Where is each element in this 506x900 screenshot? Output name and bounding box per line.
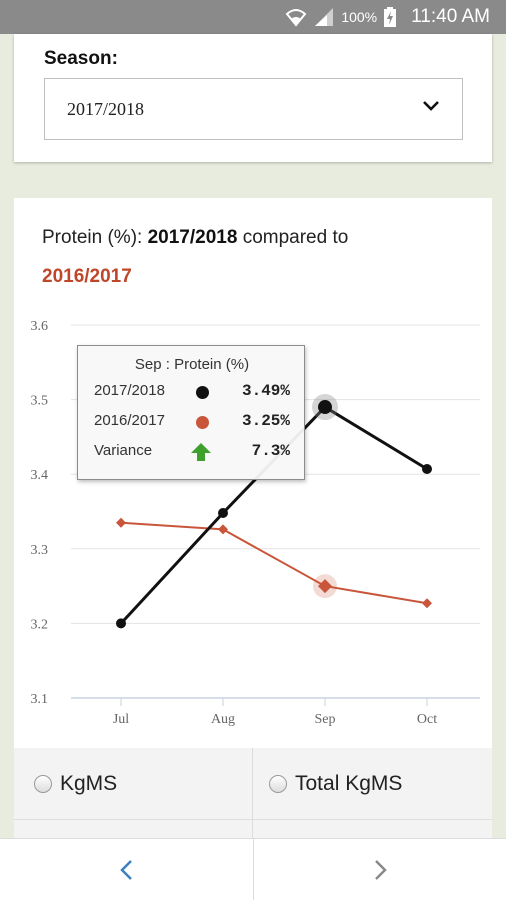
wifi-icon: [285, 9, 307, 27]
y-tick-label: 3.5: [31, 394, 49, 409]
chart-title-current: 2017/2018: [147, 227, 238, 248]
x-tick-label: Jul: [113, 712, 129, 727]
y-tick-label: 3.2: [31, 617, 49, 632]
x-tick-label: Aug: [211, 712, 235, 727]
x-tick-label: Oct: [417, 712, 437, 727]
arrow-up-icon: [191, 443, 211, 461]
x-tick-label: Sep: [315, 712, 336, 727]
data-point-current: [218, 507, 228, 518]
tooltip-row-label: 2017/2018: [94, 382, 165, 399]
next-button[interactable]: [253, 839, 506, 900]
tooltip-row-variance: Variance 7.3%: [94, 442, 290, 464]
chevron-right-icon: [374, 860, 387, 880]
season-label: Season:: [44, 48, 118, 69]
protein-line-chart[interactable]: 3.1 3.2 3.3 3.4 3.5 3.6 Jul Aug Sep Oct: [14, 198, 492, 748]
divider: [252, 748, 253, 840]
data-point-current: [318, 400, 332, 415]
y-tick-label: 3.6: [31, 319, 49, 334]
previous-button[interactable]: [0, 839, 253, 900]
battery-charging-icon: [384, 7, 397, 27]
tooltip-row-value: 3.49%: [241, 382, 290, 400]
battery-percent: 100%: [341, 9, 378, 25]
tooltip-row-compare: 2016/2017 3.25%: [94, 412, 290, 434]
tooltip-row-current: 2017/2018 3.49%: [94, 382, 290, 404]
tooltip-row-value: 3.25%: [241, 412, 290, 430]
y-tick-label: 3.3: [31, 543, 49, 558]
season-selected-value: 2017/2018: [67, 98, 145, 119]
metric-options: KgMS Total KgMS: [14, 748, 492, 840]
chart-card: Protein (%): 2017/2018 compared to 2016/…: [14, 198, 492, 748]
radio-button-icon[interactable]: [269, 774, 287, 793]
chart-title-middle: compared to: [237, 227, 349, 248]
option-total-kgms[interactable]: Total KgMS: [253, 748, 492, 820]
season-dropdown[interactable]: 2017/2018: [44, 78, 463, 140]
clock: 11:40 AM: [411, 6, 490, 27]
chevron-left-icon: [119, 860, 132, 880]
tooltip-row-value: 7.3%: [251, 442, 290, 460]
series-current-dot-icon: [196, 386, 209, 399]
signal-icon: [315, 8, 334, 26]
data-point-current: [422, 463, 432, 474]
data-point-compare: [422, 598, 432, 609]
chart-tooltip: Sep : Protein (%) 2017/2018 3.49% 2016/2…: [77, 345, 305, 480]
divider: [253, 839, 254, 900]
radio-button-icon[interactable]: [34, 774, 52, 793]
chart-title: Protein (%): 2017/2018 compared to 2016/…: [42, 218, 462, 296]
data-point-compare: [116, 517, 126, 528]
y-tick-label: 3.4: [31, 468, 49, 483]
chart-title-compare: 2016/2017: [42, 266, 132, 287]
y-tick-label: 3.1: [31, 692, 49, 707]
option-kgms[interactable]: KgMS: [14, 748, 252, 820]
chart-title-prefix: Protein (%):: [42, 227, 148, 248]
data-point-compare: [318, 579, 332, 594]
bottom-nav: [0, 838, 506, 900]
season-card: Season: 2017/2018: [14, 34, 492, 162]
tooltip-row-label: Variance: [94, 442, 153, 459]
series-line-compare: [120, 521, 428, 605]
series-compare-dot-icon: [196, 416, 209, 429]
data-point-current: [116, 618, 126, 629]
data-point-compare: [218, 524, 228, 535]
tooltip-row-label: 2016/2017: [94, 412, 165, 429]
option-label: KgMS: [60, 771, 118, 795]
tooltip-title: Sep : Protein (%): [134, 356, 250, 373]
chevron-down-icon: [423, 101, 439, 111]
option-label: Total KgMS: [295, 771, 403, 795]
status-bar: 100% 11:40 AM: [0, 0, 506, 34]
